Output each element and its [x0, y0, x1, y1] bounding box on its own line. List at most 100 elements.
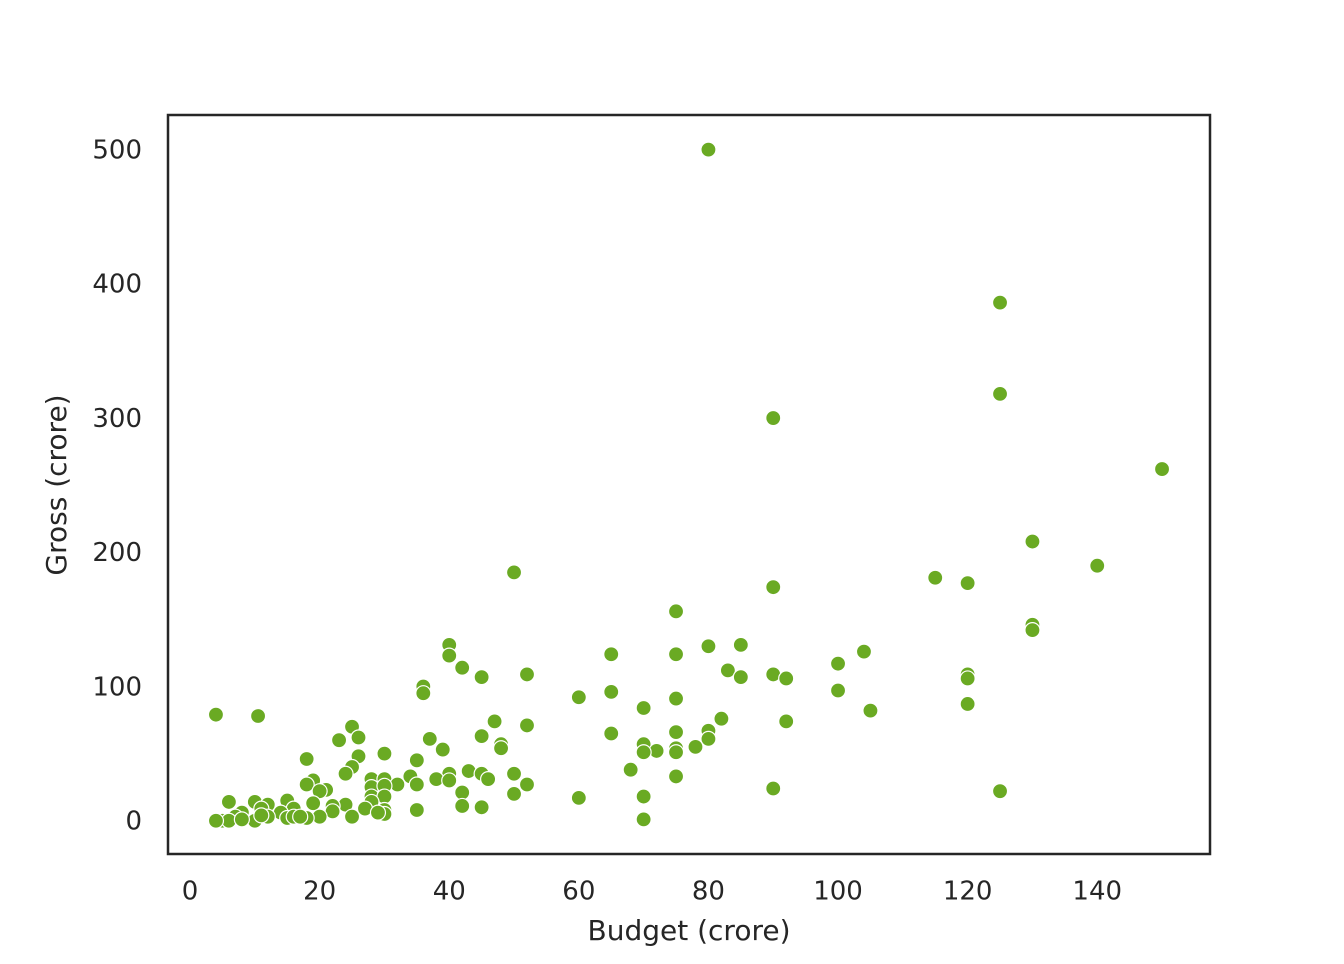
scatter-point	[454, 797, 471, 815]
scatter-point	[635, 744, 652, 761]
scatter-point	[603, 646, 620, 663]
scatter-point	[667, 724, 685, 741]
y-tick-label: 400	[92, 270, 142, 300]
x-tick-label: 100	[813, 877, 863, 907]
y-tick-label: 0	[125, 807, 142, 837]
scatter-point	[959, 695, 976, 713]
x-tick-label: 60	[562, 877, 595, 907]
scatter-point	[330, 732, 348, 749]
scatter-point	[570, 689, 587, 706]
scatter-point	[298, 750, 315, 768]
scatter-point	[486, 713, 503, 730]
scatter-point	[778, 713, 795, 730]
scatter-point	[376, 745, 393, 762]
scatter-point	[603, 683, 620, 700]
scatter-point	[765, 780, 782, 797]
scatter-point	[337, 765, 354, 782]
scatter-point	[732, 669, 749, 686]
scatter-point	[480, 771, 497, 788]
scatter-point	[298, 776, 315, 793]
scatter-point	[505, 564, 523, 581]
scatter-point	[1153, 460, 1171, 478]
scatter-point	[570, 789, 587, 806]
scatter-point	[505, 765, 523, 782]
scatter-point	[249, 707, 267, 725]
scatter-point	[991, 294, 1009, 311]
x-tick-label: 120	[943, 877, 993, 907]
scatter-point	[700, 141, 717, 158]
scatter-point	[862, 702, 879, 719]
scatter-point	[927, 569, 944, 586]
scatter-point	[700, 638, 717, 655]
scatter-point	[991, 385, 1009, 403]
x-axis-label: Budget (crore)	[588, 914, 791, 947]
scatter-point	[505, 785, 523, 802]
scatter-point	[732, 636, 749, 653]
scatter-point	[473, 728, 490, 745]
y-tick-label: 100	[92, 672, 142, 702]
y-axis-label: Gross (crore)	[40, 394, 73, 575]
scatter-point	[855, 643, 873, 660]
scatter-point	[350, 729, 367, 746]
scatter-point	[1024, 533, 1041, 550]
scatter-point	[408, 752, 425, 769]
scatter-point	[1024, 622, 1041, 639]
scatter-point	[434, 741, 451, 758]
scatter-point	[700, 730, 717, 747]
scatter-point	[518, 666, 536, 683]
scatter-point	[765, 409, 782, 427]
scatter-point	[518, 717, 536, 734]
scatter-point	[829, 655, 847, 672]
x-tick-label: 80	[692, 877, 725, 907]
scatter-point	[408, 801, 425, 819]
scatter-point	[408, 776, 425, 793]
scatter-point	[454, 659, 471, 676]
scatter-point	[454, 784, 471, 801]
scatter-point	[441, 647, 458, 664]
plot-frame	[166, 113, 1212, 856]
scatter-point	[473, 669, 490, 686]
y-tick-label: 300	[92, 404, 142, 434]
scatter-point	[667, 690, 685, 707]
scatter-point	[829, 682, 847, 699]
scatter-point	[492, 740, 510, 757]
scatter-point	[369, 804, 387, 821]
scatter-point	[233, 811, 250, 828]
scatter-point	[305, 795, 322, 812]
scatter-point	[667, 603, 685, 620]
scatter-point	[292, 808, 309, 825]
scatter-point	[713, 710, 730, 727]
scatter-point	[415, 685, 432, 702]
scatter-point	[220, 793, 238, 811]
scatter-point	[778, 670, 795, 687]
x-tick-label: 140	[1072, 877, 1122, 907]
scatter-point	[959, 670, 976, 687]
y-tick-label: 200	[92, 538, 142, 568]
scatter-point	[603, 725, 620, 742]
scatter-point	[635, 699, 652, 717]
scatter-point	[687, 738, 704, 755]
scatter-point	[667, 646, 685, 663]
scatter-point	[765, 579, 782, 596]
scatter-point	[518, 776, 536, 793]
scatter-point	[991, 783, 1009, 800]
x-tick-label: 20	[303, 877, 336, 907]
scatter-point	[441, 772, 458, 789]
scatter-point	[635, 788, 652, 805]
scatter-point	[667, 744, 685, 761]
scatter-point	[421, 730, 438, 747]
scatter-point	[1089, 557, 1106, 574]
scatter-point	[343, 808, 361, 825]
scatter-point	[959, 575, 976, 592]
x-tick-label: 0	[182, 877, 199, 907]
scatter-point	[207, 812, 225, 829]
scatter-point	[667, 768, 685, 785]
scatter-point	[460, 762, 477, 780]
scatter-point	[207, 706, 225, 723]
scatter-point	[719, 662, 736, 679]
scatter-point	[253, 807, 270, 824]
x-tick-label: 40	[433, 877, 466, 907]
scatter-point	[473, 799, 490, 816]
scatter-point	[622, 761, 639, 778]
